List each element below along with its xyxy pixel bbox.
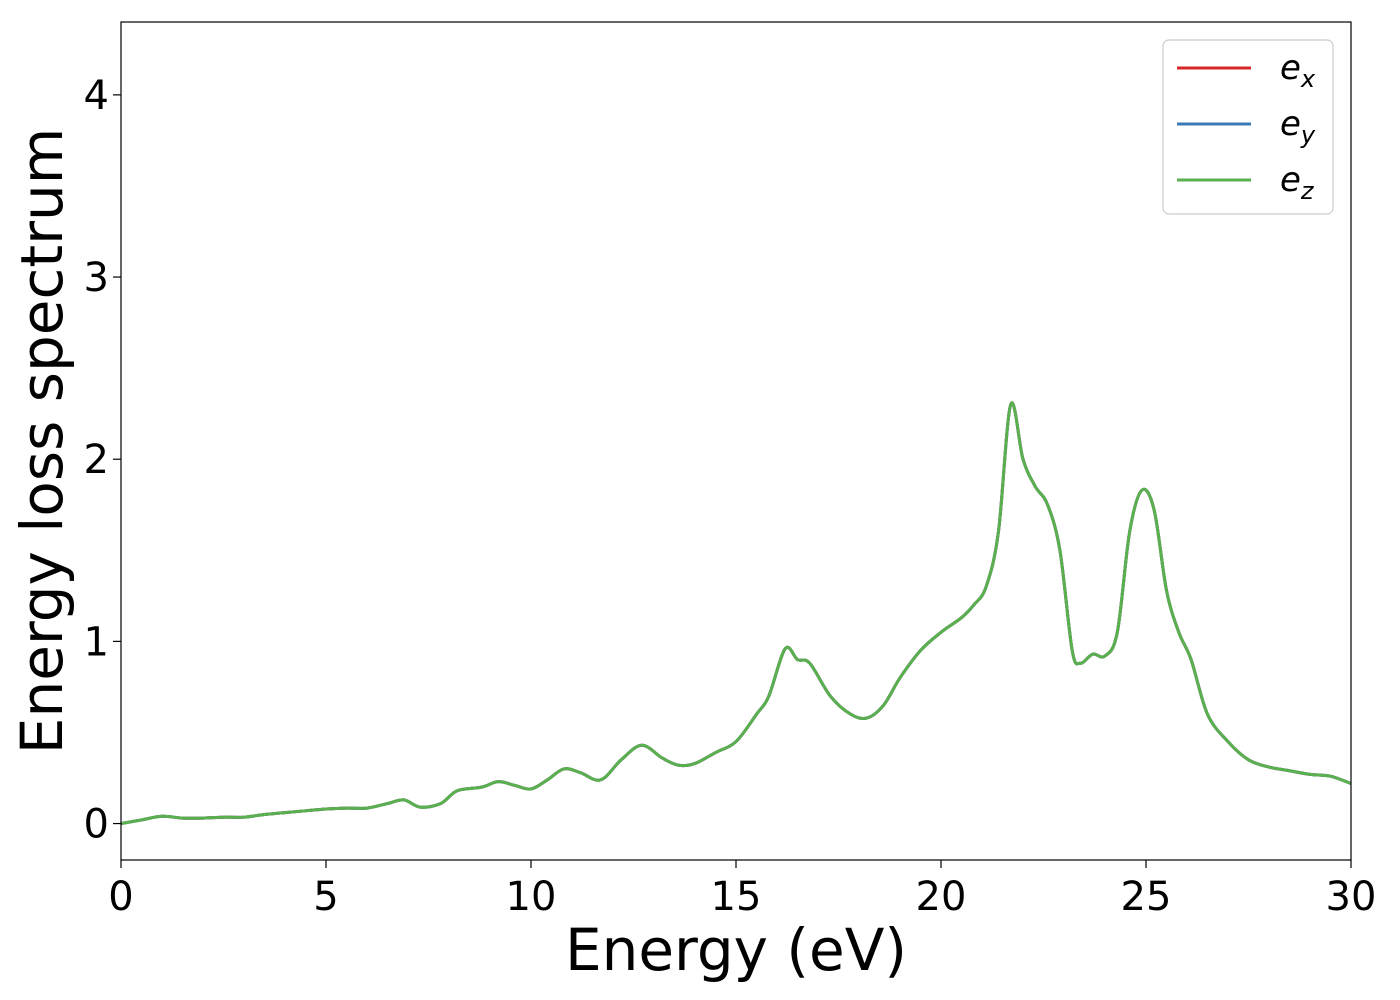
x-tick-label: 15 bbox=[711, 874, 762, 920]
x-tick-label: 25 bbox=[1121, 874, 1172, 920]
y-axis-ticks: 0 1 2 3 4 bbox=[84, 73, 121, 848]
series-group bbox=[120, 401, 1352, 826]
plot-area bbox=[120, 21, 1352, 861]
x-tick-label: 5 bbox=[313, 874, 338, 920]
legend-label-base: e bbox=[1280, 104, 1301, 144]
x-tick-label: 0 bbox=[108, 874, 133, 920]
y-axis-label: Energy loss spectrum bbox=[8, 128, 76, 754]
legend-label-base: e bbox=[1280, 48, 1301, 88]
legend-box bbox=[1162, 39, 1334, 215]
x-axis-ticks: 0 5 10 15 20 25 30 bbox=[108, 860, 1376, 920]
x-tick-label: 30 bbox=[1326, 874, 1377, 920]
x-tick-label: 10 bbox=[506, 874, 557, 920]
x-tick-label: 20 bbox=[916, 874, 967, 920]
y-tick-label: 0 bbox=[84, 802, 109, 848]
legend-label-subscript: y bbox=[1300, 121, 1316, 149]
y-tick-label: 4 bbox=[84, 73, 109, 119]
legend-label-subscript: z bbox=[1300, 177, 1315, 205]
legend-label-subscript: x bbox=[1300, 65, 1316, 93]
y-tick-label: 1 bbox=[84, 619, 109, 665]
y-tick-label: 2 bbox=[84, 437, 109, 483]
y-tick-label: 3 bbox=[84, 255, 109, 301]
legend-label: ex bbox=[1280, 48, 1316, 93]
series-line-2 bbox=[120, 401, 1352, 826]
legend-label-base: e bbox=[1280, 160, 1301, 200]
legend-label: ey bbox=[1280, 104, 1316, 149]
legend-label: ez bbox=[1280, 160, 1315, 205]
x-axis-label: Energy (eV) bbox=[565, 916, 907, 984]
